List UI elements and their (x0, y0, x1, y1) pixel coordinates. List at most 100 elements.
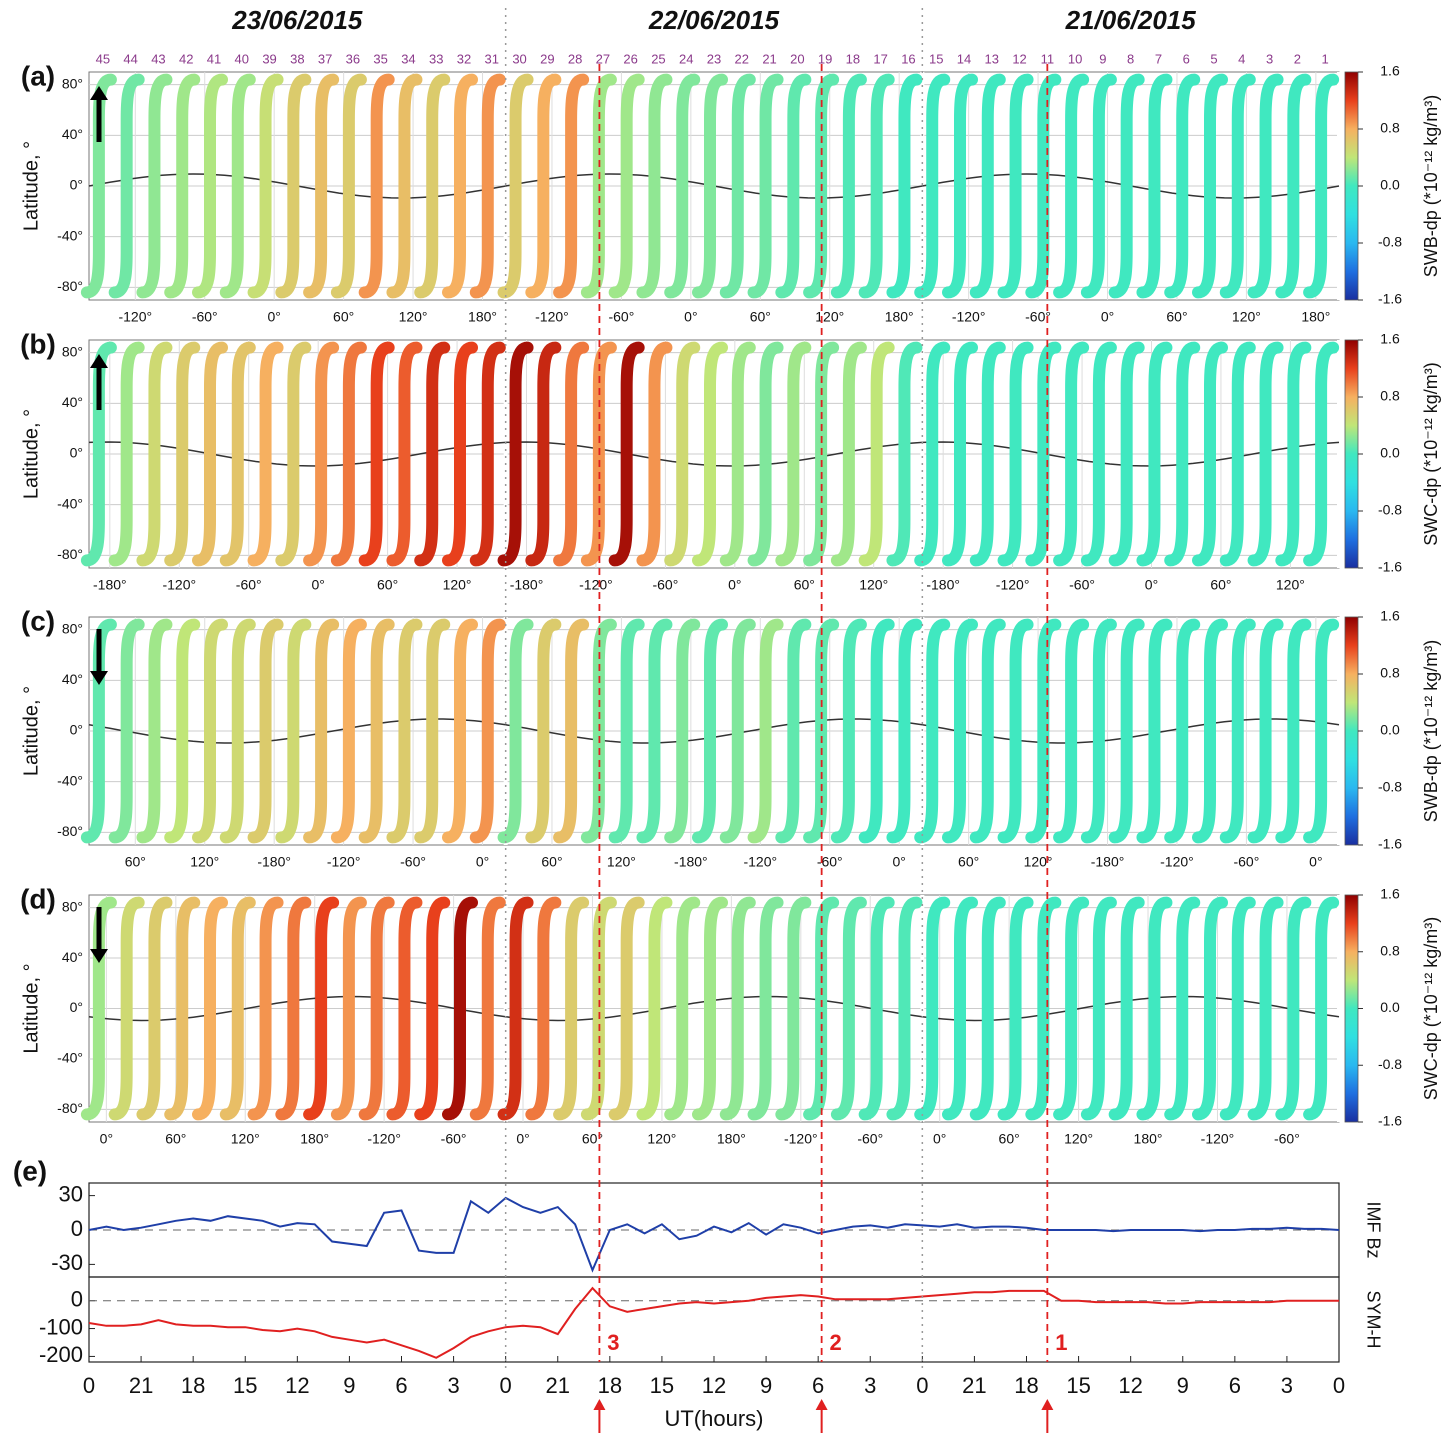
orbit-track (1164, 896, 1201, 1121)
orbit-number: 12 (1012, 51, 1026, 66)
orbit-track (1136, 618, 1173, 844)
x-tick-label: 18 (181, 1373, 205, 1398)
x-tick-label: 120° (399, 309, 428, 325)
orbit-track (1136, 896, 1173, 1121)
orbit-track (469, 618, 506, 844)
orbit-track (219, 73, 256, 299)
orbit-track (247, 73, 284, 299)
x-tick-label: 120° (647, 1131, 676, 1147)
orbit-track (608, 341, 645, 567)
panel-label: (d) (20, 883, 56, 914)
orbit-track (1025, 73, 1062, 299)
orbit-track (664, 896, 701, 1121)
y-tick-label: 0° (70, 722, 83, 738)
x-tick-label: -120° (327, 854, 361, 870)
colorbar-tick-label: -1.6 (1378, 559, 1402, 575)
x-tick-label: -120° (162, 577, 196, 593)
colorbar (1344, 71, 1359, 301)
orbit-track (497, 618, 534, 844)
x-tick-label: 0° (267, 309, 280, 325)
orbit-track (275, 341, 312, 567)
orbit-track (1080, 341, 1117, 567)
orbit-track (886, 341, 923, 567)
orbit-track (442, 896, 478, 1121)
orbit-track (414, 341, 451, 567)
x-tick-label: 15 (233, 1373, 257, 1398)
orbit-track (914, 73, 951, 299)
orbit-track (386, 341, 423, 567)
x-tick-label: 120° (859, 577, 888, 593)
orbit-track (1108, 341, 1145, 567)
y-tick-label: -80° (57, 823, 83, 839)
x-tick-label: 12 (1118, 1373, 1142, 1398)
orbit-track (1192, 896, 1228, 1121)
x-tick-label: 21 (546, 1373, 570, 1398)
orbit-track (414, 896, 451, 1121)
x-tick-label: 0° (1145, 577, 1158, 593)
orbit-track (108, 341, 145, 567)
orbit-track (775, 896, 812, 1121)
orbit-track (942, 341, 978, 567)
orbit-number: 41 (207, 51, 221, 66)
orbit-number: 21 (762, 51, 776, 66)
orbit-track (303, 618, 340, 844)
colorbar-tick-label: -1.6 (1378, 1113, 1402, 1129)
orbit-number: 37 (318, 51, 332, 66)
x-tick-label: 180° (717, 1131, 746, 1147)
x-tick-label: 18 (1014, 1373, 1038, 1398)
event-arrowhead (1041, 1399, 1054, 1410)
orbit-track (1275, 73, 1312, 299)
x-tick-label: -60° (192, 309, 218, 325)
orbit-track (1247, 73, 1284, 299)
x-tick-label: 6 (1229, 1373, 1241, 1398)
orbit-number: 22 (735, 51, 749, 66)
x-tick-label: 120° (443, 577, 472, 593)
orbit-track (997, 341, 1034, 567)
orbit-track (219, 896, 256, 1121)
orbit-track (303, 341, 340, 567)
x-tick-label: 0° (311, 577, 324, 593)
x-tick-label: 60° (377, 577, 398, 593)
orbit-number: 27 (596, 51, 610, 66)
x-tick-label: -180° (1091, 854, 1125, 870)
colorbar-label: SWB-dp (*10⁻¹² kg/m³) (1421, 640, 1441, 823)
orbit-number: 6 (1183, 51, 1190, 66)
colorbar (1344, 339, 1359, 569)
orbit-track (192, 73, 228, 299)
x-tick-label: 60° (125, 854, 146, 870)
x-tick-label: 60° (165, 1131, 186, 1147)
orbit-number: 9 (1099, 51, 1106, 66)
orbit-track (997, 618, 1034, 844)
orbit-track (1247, 341, 1284, 567)
orbit-number: 15 (929, 51, 943, 66)
orbit-track (442, 73, 478, 299)
colorbar-label: SWC-dp (*10⁻¹² kg/m³) (1421, 362, 1441, 546)
colorbar-tick-label: 1.6 (1380, 886, 1400, 902)
orbit-track (914, 896, 951, 1121)
orbit-track (1164, 341, 1201, 567)
orbit-track (747, 73, 784, 299)
orbit-track (1164, 618, 1201, 844)
x-tick-label: 9 (343, 1373, 355, 1398)
x-tick-label: 120° (1276, 577, 1305, 593)
x-tick-label: 15 (1066, 1373, 1090, 1398)
y-tick-label: 0° (70, 177, 83, 193)
x-tick-label: 120° (190, 854, 219, 870)
x-tick-label: 0° (728, 577, 741, 593)
x-tick-label: -120° (1201, 1131, 1235, 1147)
orbit-track (664, 73, 701, 299)
orbit-track (1303, 341, 1340, 567)
y-tick-label: 80° (62, 75, 83, 91)
y-tick-label: 80° (62, 343, 83, 359)
x-tick-label: 21 (129, 1373, 153, 1398)
orbit-number: 25 (651, 51, 665, 66)
orbit-number: 39 (262, 51, 276, 66)
orbit-track (80, 73, 117, 299)
y-tick-label: 30 (59, 1181, 83, 1206)
orbit-track (858, 341, 895, 567)
y-tick-label: -40° (57, 772, 83, 788)
colorbar (1344, 894, 1359, 1123)
colorbar-tick-label: 0.0 (1380, 445, 1400, 461)
orbit-track (747, 896, 784, 1121)
orbit-track (636, 73, 673, 299)
